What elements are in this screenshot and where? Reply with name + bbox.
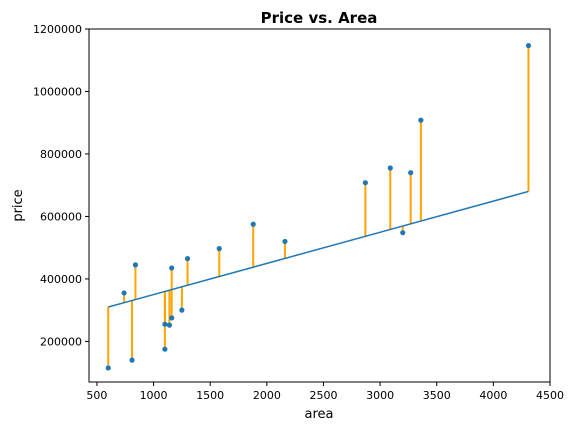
x-tick-label: 2500 — [309, 389, 337, 402]
x-tick-label: 3000 — [366, 389, 394, 402]
data-point — [129, 357, 135, 363]
regression-line — [108, 190, 529, 308]
data-point — [166, 322, 173, 328]
y-axis-ticks: 200000 400000 600000 800000 1000000 1200000 — [33, 23, 89, 348]
y-tick-label: 1200000 — [33, 23, 82, 36]
x-tick-label: 4500 — [536, 389, 564, 402]
x-tick-label: 4000 — [479, 389, 507, 402]
x-tick-label: 500 — [86, 389, 107, 402]
data-point — [105, 365, 111, 371]
x-tick-label: 3500 — [423, 389, 451, 402]
residual-lines — [107, 45, 530, 368]
data-point — [216, 246, 222, 252]
data-point — [250, 221, 256, 227]
data-point — [179, 307, 185, 313]
data-point — [387, 165, 393, 171]
y-tick-label: 600000 — [40, 210, 82, 223]
x-tick-label: 1500 — [196, 389, 224, 402]
y-tick-label: 800000 — [40, 148, 82, 161]
data-point — [418, 117, 424, 123]
y-tick-label: 200000 — [40, 335, 82, 348]
y-tick-label: 1000000 — [33, 85, 82, 98]
data-point — [162, 346, 168, 352]
data-point — [184, 256, 191, 262]
data-point — [525, 42, 532, 49]
x-axis-label: area — [305, 407, 334, 422]
y-axis-label: price — [11, 189, 26, 221]
chart-title: Price vs. Area — [261, 9, 378, 27]
data-point — [408, 170, 414, 176]
data-point — [362, 180, 368, 186]
data-point — [169, 315, 175, 321]
plot-frame — [88, 28, 551, 383]
data-point — [162, 321, 168, 327]
x-tick-label: 1000 — [140, 389, 168, 402]
data-point — [282, 238, 288, 245]
data-point — [132, 262, 139, 268]
x-tick-label: 2000 — [253, 389, 281, 402]
data-point — [169, 265, 175, 271]
y-tick-label: 400000 — [40, 273, 82, 286]
data-points — [105, 42, 532, 371]
x-axis-ticks: 500 1000 1500 2000 2500 3000 3500 4000 4500 — [86, 382, 564, 402]
data-point — [121, 290, 127, 296]
data-point — [400, 230, 406, 236]
